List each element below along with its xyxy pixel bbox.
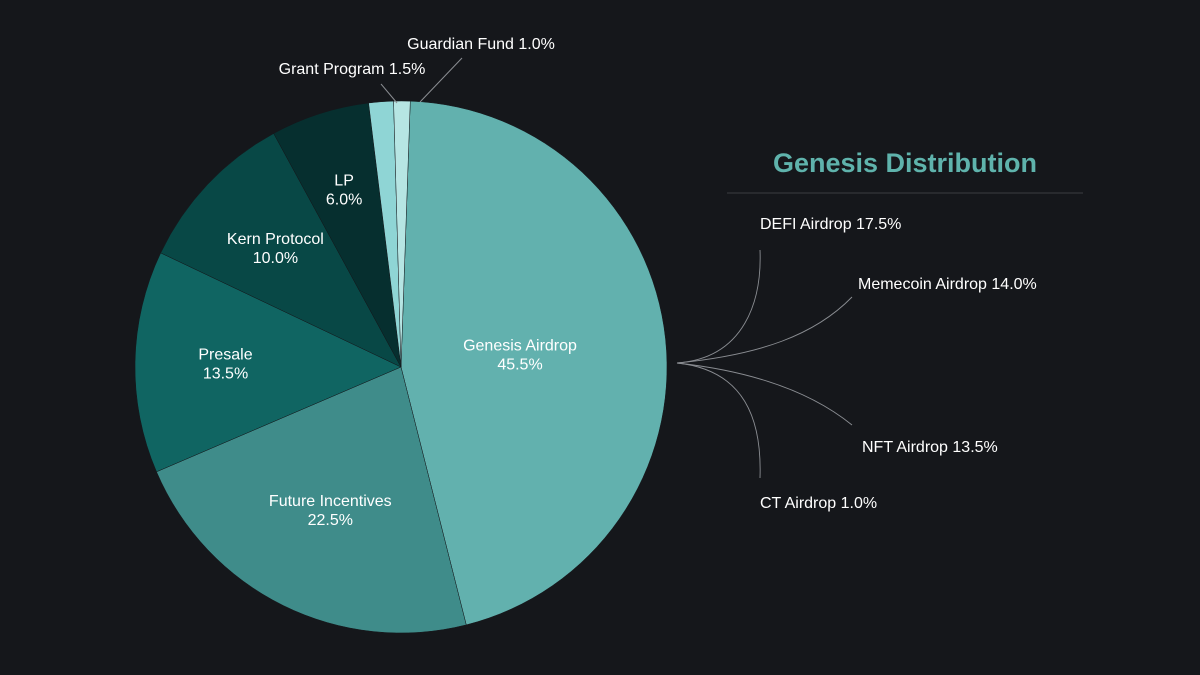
pie-slice-genesis-airdrop [400,100,668,626]
slice-label-name-lp: LP [334,173,354,190]
breakdown-connectors [676,249,853,479]
breakdown-label-memecoin-airdrop: Memecoin Airdrop 14.0% [858,276,1037,293]
callout-line-grant-program-1-5- [380,83,398,104]
connector-ct-airdrop [676,362,761,479]
connector-defi-airdrop [676,249,761,364]
connector-nft-airdrop [676,362,853,426]
breakdown-label-defi-airdrop: DEFI Airdrop 17.5% [760,216,901,233]
pie-slice-guardian-fund [393,100,411,368]
pie-slice-kern-protocol [160,133,402,368]
breakdown-labels: DEFI Airdrop 17.5% Memecoin Airdrop 14.0%… [760,216,1037,512]
slice-label-value-genesis-airdrop: 45.5% [497,356,542,373]
slice-label-value-kern-protocol: 10.0% [253,250,298,267]
breakdown-label-ct-airdrop: CT Airdrop 1.0% [760,495,877,512]
slice-label-name-future-incentives: Future Incentives [269,493,392,510]
genesis-distribution-title: Genesis Distribution [773,148,1037,178]
pie-callouts: Guardian Fund 1.0% Grant Program 1.5% [279,36,555,104]
connector-memecoin-airdrop [676,296,853,364]
pie-slice-future-incentives [156,366,467,634]
genesis-distribution-panel: Genesis Distribution DEFI Airdrop 17.5% M… [676,148,1083,512]
slice-label-name-presale: Presale [198,347,252,364]
callout-label-grant-program-1-5-: Grant Program 1.5% [279,61,426,78]
pie-slice-labels: Genesis Airdrop 45.5% Future Incentives 22.… [198,173,577,529]
callout-line-guardian-fund-1-0- [419,57,463,103]
slice-label-value-lp: 6.0% [326,192,362,209]
pie-slices [134,100,668,634]
slice-label-name-genesis-airdrop: Genesis Airdrop [463,337,577,354]
pie-slice-presale [134,252,402,473]
callout-label-guardian-fund-1-0-: Guardian Fund 1.0% [407,36,555,53]
slice-label-value-presale: 13.5% [203,366,248,383]
slice-label-value-future-incentives: 22.5% [308,512,353,529]
breakdown-label-nft-airdrop: NFT Airdrop 13.5% [862,439,998,456]
slice-label-name-kern-protocol: Kern Protocol [227,231,324,248]
